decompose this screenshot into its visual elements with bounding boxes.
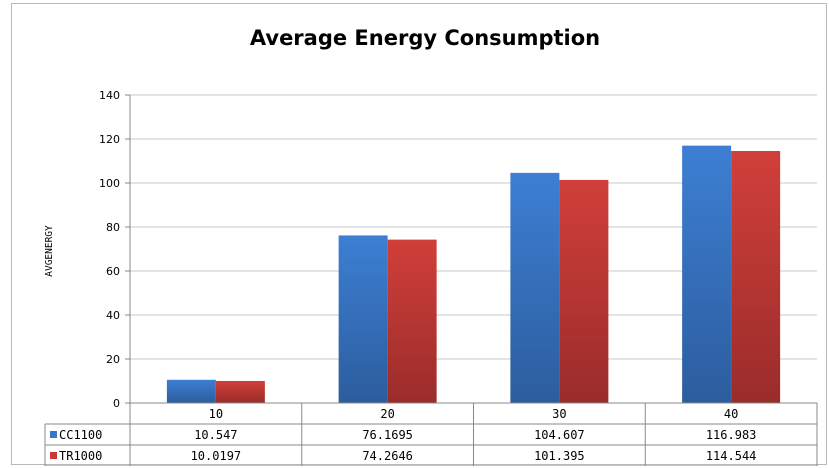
y-tick-label: 0 bbox=[113, 397, 120, 410]
table-cell-value: 114.544 bbox=[706, 449, 757, 463]
y-tick-label: 60 bbox=[106, 265, 120, 278]
gridlines bbox=[130, 94, 817, 360]
bar-tr1000-30 bbox=[559, 179, 609, 403]
y-tick-label: 80 bbox=[106, 221, 120, 234]
bar-tr1000-10 bbox=[215, 380, 265, 403]
table-cell-value: 10.547 bbox=[194, 428, 237, 442]
legend-label: TR1000 bbox=[59, 449, 102, 463]
table-cell-value: 74.2646 bbox=[362, 449, 413, 463]
table-cell-value: 116.983 bbox=[706, 428, 757, 442]
y-ticks: 0 20 40 60 80 100 120 140 bbox=[99, 89, 131, 410]
y-tick-label: 40 bbox=[106, 309, 120, 322]
y-tick-label: 120 bbox=[99, 133, 120, 146]
y-tick-label: 20 bbox=[106, 353, 120, 366]
bars bbox=[166, 145, 781, 404]
x-category-label: 30 bbox=[552, 407, 566, 421]
legend-label: CC1100 bbox=[59, 428, 102, 442]
bar-cc1100-40 bbox=[682, 145, 732, 404]
table-cell-value: 101.395 bbox=[534, 449, 585, 463]
chart-frame: Average Energy Consumption AVGENERGY 0 20… bbox=[11, 3, 827, 466]
chart-title: Average Energy Consumption bbox=[250, 26, 600, 50]
chart-svg: Average Energy Consumption AVGENERGY 0 20… bbox=[44, 26, 818, 466]
bar-cc1100-20 bbox=[338, 235, 388, 403]
x-category-label: 10 bbox=[209, 407, 223, 421]
bar-cc1100-30 bbox=[510, 172, 560, 403]
table-cell-value: 104.607 bbox=[534, 428, 585, 442]
bar-tr1000-40 bbox=[731, 151, 781, 403]
bar-tr1000-20 bbox=[387, 239, 437, 403]
data-table: 10 20 30 40 CC1100 10.547 76.1695 104.607 116.98… bbox=[44, 402, 818, 466]
legend-swatch-tr1000 bbox=[50, 452, 57, 459]
bar-cc1100-10 bbox=[166, 379, 216, 403]
x-category-label: 40 bbox=[724, 407, 738, 421]
x-category-label: 20 bbox=[380, 407, 394, 421]
y-axis-label: AVGENERGY bbox=[44, 225, 55, 277]
y-tick-label: 140 bbox=[99, 89, 120, 102]
y-tick-label: 100 bbox=[99, 177, 120, 190]
legend-swatch-cc1100 bbox=[50, 431, 57, 438]
table-cell-value: 10.0197 bbox=[191, 449, 242, 463]
table-cell-value: 76.1695 bbox=[362, 428, 413, 442]
